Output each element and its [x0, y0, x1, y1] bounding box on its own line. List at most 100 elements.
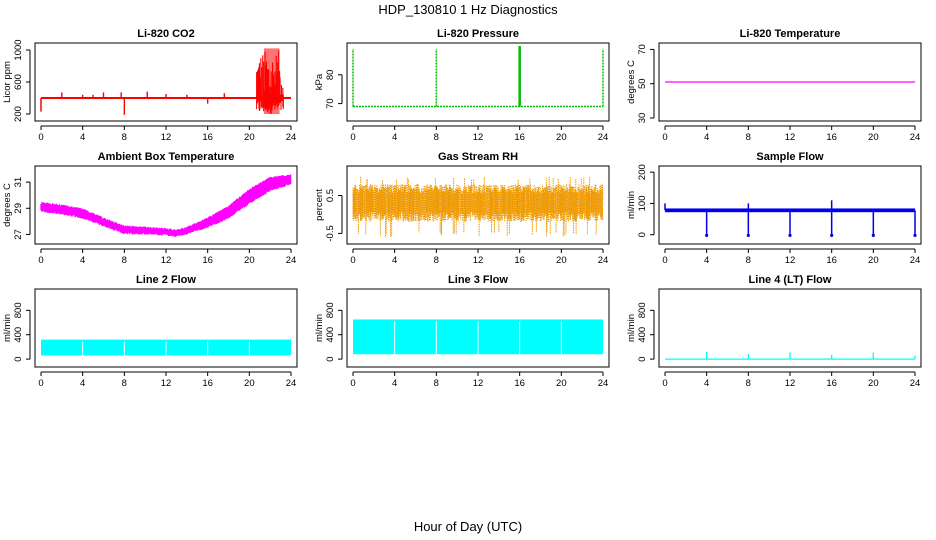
data-series — [664, 200, 917, 237]
plot-frame — [658, 42, 922, 122]
x-tick-label: 4 — [392, 132, 397, 143]
x-tick-label: 20 — [556, 378, 567, 389]
y-axis-label: ml/min — [626, 191, 637, 219]
panel-li820-co2: Li-820 CO2 Licor ppm 0 4 8 12 16 20 24 200 600 1000 — [2, 28, 298, 143]
x-tick-label: 20 — [868, 378, 879, 389]
y-tick-label: 200 — [637, 164, 648, 180]
plot-frame — [658, 288, 922, 368]
data-series — [40, 48, 291, 115]
y-tick-label: 0 — [637, 232, 648, 237]
x-tick-label: 0 — [38, 255, 43, 266]
plot-frame — [658, 165, 922, 245]
figure-xlabel: Hour of Day (UTC) — [414, 519, 522, 534]
y-tick-label: 70 — [325, 98, 336, 109]
y-axis: 0 400 800 — [637, 302, 655, 362]
y-tick-label: 0.5 — [325, 189, 336, 202]
dip-point — [913, 233, 917, 237]
x-tick-label: 16 — [826, 255, 837, 266]
panel-li820-temperature: Li-820 Temperature degrees C 0 4 8 12 16 20 24 30… — [626, 28, 922, 143]
panel-sample-flow: Sample Flow ml/min 0 4 8 12 16 20 24 0 100 200 — [626, 151, 922, 266]
x-tick-label: 0 — [350, 255, 355, 266]
y-axis: 27 29 31 — [13, 177, 31, 240]
plot-frame — [346, 288, 610, 368]
panel-line3-flow: Line 3 Flow ml/min 0 4 8 12 16 20 24 0 400 800 — [314, 274, 610, 389]
data-series — [665, 351, 916, 360]
panel-title: Line 4 (LT) Flow — [749, 274, 832, 286]
x-tick-label: 16 — [514, 132, 525, 143]
x-tick-label: 8 — [434, 132, 439, 143]
x-tick-label: 0 — [38, 378, 43, 389]
x-tick-label: 16 — [826, 132, 837, 143]
y-tick-label: 27 — [13, 229, 24, 240]
panel-title: Li-820 CO2 — [137, 28, 194, 40]
x-tick-label: 24 — [598, 132, 609, 143]
x-tick-label: 24 — [286, 378, 297, 389]
data-series — [40, 174, 292, 237]
x-tick-label: 24 — [598, 378, 609, 389]
plot-frame — [346, 165, 610, 245]
dip-point — [746, 233, 750, 237]
x-tick-label: 24 — [910, 378, 921, 389]
x-tick-label: 0 — [38, 132, 43, 143]
x-tick-label: 12 — [473, 255, 484, 266]
panel-title: Line 3 Flow — [448, 274, 508, 286]
x-tick-label: 12 — [161, 132, 172, 143]
x-tick-label: 4 — [704, 378, 709, 389]
x-tick-label: 16 — [826, 378, 837, 389]
x-tick-label: 4 — [704, 132, 709, 143]
x-tick-label: 0 — [350, 132, 355, 143]
y-tick-label: 31 — [13, 177, 24, 188]
x-tick-label: 24 — [286, 255, 297, 266]
x-tick-label: 0 — [662, 255, 667, 266]
y-tick-label: 400 — [13, 327, 24, 343]
y-tick-label: 100 — [637, 196, 648, 212]
y-tick-label: 0 — [13, 356, 24, 361]
y-tick-label: 800 — [325, 302, 336, 318]
x-tick-label: 12 — [785, 132, 796, 143]
x-tick-label: 12 — [473, 132, 484, 143]
x-tick-label: 16 — [514, 255, 525, 266]
y-axis: 0 400 800 — [325, 302, 343, 362]
panel-title: Line 2 Flow — [136, 274, 196, 286]
x-tick-label: 8 — [746, 132, 751, 143]
y-axis: 200 600 1000 — [13, 39, 31, 122]
y-tick-label: 800 — [13, 302, 24, 318]
y-axis: -0.5 0.5 — [325, 189, 343, 242]
panel-line2-flow: Line 2 Flow ml/min 0 4 8 12 16 20 24 0 400 800 — [2, 274, 298, 389]
y-axis-label: percent — [314, 189, 325, 221]
x-tick-label: 8 — [122, 132, 127, 143]
x-tick-label: 0 — [350, 378, 355, 389]
panel-title: Li-820 Temperature — [740, 28, 841, 40]
x-tick-label: 4 — [392, 378, 397, 389]
plot-frame — [34, 165, 298, 245]
x-tick-label: 12 — [161, 378, 172, 389]
figure-title: HDP_130810 1 Hz Diagnostics — [378, 2, 558, 17]
y-axis: 30 50 70 — [637, 44, 655, 123]
y-axis-label: ml/min — [314, 314, 325, 342]
y-tick-label: 29 — [13, 203, 24, 214]
x-tick-label: 8 — [746, 378, 751, 389]
x-tick-label: 24 — [910, 132, 921, 143]
y-tick-label: -0.5 — [325, 225, 336, 241]
x-tick-label: 20 — [556, 255, 567, 266]
x-tick-label: 16 — [202, 132, 213, 143]
x-tick-label: 0 — [662, 378, 667, 389]
dip-point — [705, 233, 709, 237]
x-tick-label: 20 — [244, 132, 255, 143]
x-tick-label: 20 — [868, 255, 879, 266]
x-tick-label: 20 — [244, 378, 255, 389]
x-tick-label: 8 — [746, 255, 751, 266]
y-axis-label: degrees C — [2, 183, 13, 227]
x-tick-label: 8 — [122, 378, 127, 389]
x-tick-label: 4 — [392, 255, 397, 266]
x-tick-label: 16 — [202, 255, 213, 266]
dip-point — [830, 233, 834, 237]
x-tick-label: 20 — [868, 132, 879, 143]
x-tick-label: 24 — [286, 132, 297, 143]
x-tick-label: 0 — [662, 132, 667, 143]
y-tick-label: 70 — [637, 44, 648, 55]
x-tick-label: 8 — [122, 255, 127, 266]
panel-title: Ambient Box Temperature — [98, 151, 235, 163]
